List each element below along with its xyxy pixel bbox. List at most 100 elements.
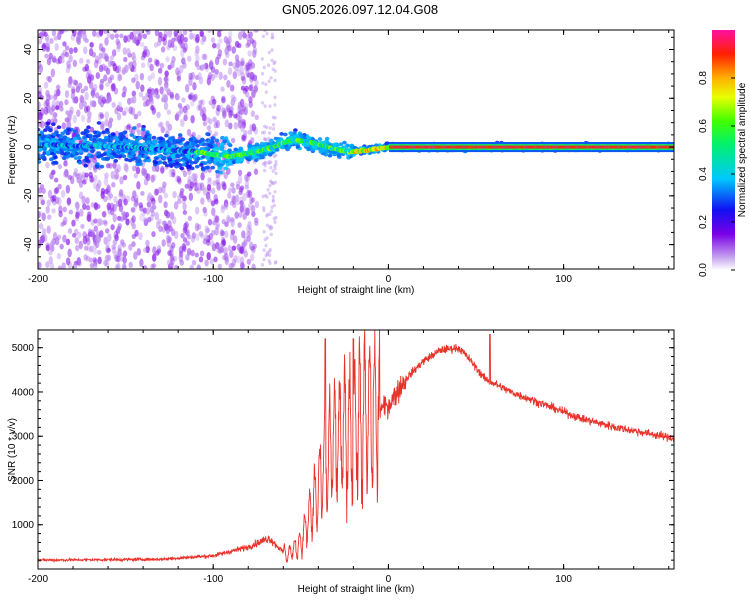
spectrogram-band-cell: [170, 144, 176, 149]
spectrogram-noise-cell: [179, 250, 184, 258]
spectrogram-noise-cell: [43, 106, 49, 116]
spectrogram-noise-cell: [107, 120, 113, 129]
spectrogram-noise-cell: [106, 247, 111, 253]
spectrogram-noise-cell: [273, 78, 277, 83]
spectrogram-ridge-cell: [393, 145, 396, 149]
spectrogram-noise-cell: [107, 59, 113, 68]
spectrogram-noise-cell: [236, 243, 241, 251]
spectrogram-noise-cell: [116, 112, 122, 121]
spectrogram-band-cell: [319, 149, 324, 154]
spectrogram-noise-cell: [122, 174, 128, 181]
spectrogram-noise-cell: [195, 233, 200, 241]
spectrogram-ridge-cell: [526, 145, 529, 149]
spectrogram-noise-cell: [100, 219, 105, 225]
spectrogram-band-cell: [283, 132, 288, 137]
spectrogram-noise-cell: [226, 214, 231, 223]
spectrogram-noise-cell: [163, 192, 169, 199]
spectrogram-ridge-cell: [425, 145, 428, 149]
spectrogram-noise-cell: [133, 35, 138, 45]
spectrogram-ridge-cell: [459, 145, 462, 149]
spectrogram-noise-cell: [262, 257, 266, 262]
spectrogram-band-cell: [176, 139, 181, 143]
spectrogram-noise-cell: [153, 58, 159, 66]
spectrogram-noise-cell: [127, 61, 133, 70]
spectrogram-ridge-cell: [553, 145, 555, 149]
spectrogram-ridge-cell: [416, 145, 419, 149]
spectrogram-ridge-cell: [469, 145, 471, 149]
spectrogram-noise-cell: [262, 168, 267, 173]
spectrogram-noise-cell: [265, 214, 269, 218]
spectrogram-band-cell: [48, 157, 54, 162]
spectrogram-noise-cell: [196, 264, 201, 269]
spectrogram-band-cell: [192, 154, 198, 159]
spectrogram-band-cell: [83, 148, 89, 152]
spectrogram-noise-cell: [239, 261, 245, 269]
spectrogram-noise-cell: [240, 134, 246, 142]
spectrogram-noise-cell: [247, 221, 252, 230]
spectrogram-noise-cell: [267, 160, 271, 164]
spectrogram-noise-cell: [237, 104, 242, 113]
spectrogram-band-cell: [38, 147, 41, 152]
spectrogram-noise-cell: [224, 202, 229, 211]
spectrogram-noise-cell: [184, 83, 190, 93]
spectrogram-noise-cell: [181, 198, 186, 205]
spectrogram-noise-cell: [265, 31, 269, 36]
spectrogram-ridge-cell: [535, 145, 538, 149]
spectrogram-noise-cell: [200, 98, 205, 106]
spectrogram-ridge-cell: [423, 145, 426, 149]
spectrogram-noise-cell: [229, 21, 233, 30]
spectrogram-ridge-cell: [518, 145, 521, 149]
spectrogram-noise-cell: [227, 67, 233, 76]
spectrogram-ridge-cell: [467, 145, 470, 149]
spectrogram-noise-cell: [249, 253, 255, 262]
spectrogram-noise-cell: [206, 125, 212, 131]
spectrogram-noise-cell: [129, 97, 134, 104]
spectrogram-noise-cell: [97, 249, 102, 255]
spectrogram-noise-cell: [229, 249, 234, 259]
spectrogram-ridge-cell: [532, 145, 534, 149]
spectrogram-noise-cell: [237, 42, 242, 49]
spectrogram-ridge-cell: [391, 145, 394, 149]
spectrogram-noise-cell: [146, 88, 152, 94]
spectrogram-noise-cell: [93, 258, 98, 267]
spectrogram-ridge-cell: [401, 145, 404, 149]
spectrogram-noise-cell: [58, 210, 63, 218]
spectrogram-noise-cell: [213, 131, 219, 137]
spectrogram-noise-cell: [134, 200, 140, 206]
spectrogram-band-cell: [142, 154, 148, 159]
spectrogram-noise-cell: [199, 30, 205, 37]
spectrogram-noise-cell: [155, 221, 161, 229]
spectrogram-noise-cell: [233, 121, 239, 130]
spectrogram-noise-cell: [189, 181, 194, 189]
spectrogram-noise-cell: [156, 40, 162, 47]
spectrogram-noise-cell: [188, 192, 194, 201]
spectrogram-band-cell: [132, 126, 137, 130]
spectrogram-noise-cell: [162, 181, 167, 188]
spectrogram-noise-cell: [51, 30, 57, 37]
spectrogram-noise-cell: [160, 126, 165, 134]
spectrogram-ridge-cell: [461, 145, 464, 149]
spectrogram-noise-cell: [121, 242, 126, 248]
spectrogram-noise-cell: [67, 228, 73, 234]
spectrogram-band-cell: [384, 141, 389, 146]
spectrogram-noise-cell: [272, 203, 276, 208]
spectrogram-ridge-cell: [513, 145, 515, 149]
spectrogram-band-cell: [138, 162, 143, 166]
spectrogram-noise-cell: [69, 106, 74, 115]
spectrogram-noise-cell: [247, 190, 253, 198]
spectrogram-ridge-cell: [419, 145, 422, 149]
spectrogram-band-cell: [125, 140, 130, 145]
spectrogram-noise-cell: [118, 204, 124, 212]
spectrogram-noise-cell: [175, 111, 181, 117]
spectrogram-noise-cell: [38, 211, 43, 217]
spectrogram-band-cell: [189, 166, 195, 171]
spectrogram-noise-cell: [270, 32, 275, 37]
spectrogram-noise-cell: [274, 159, 278, 164]
spectrogram-noise-cell: [146, 30, 151, 36]
spectrogram-noise-cell: [149, 24, 153, 29]
spectrogram-band-cell: [190, 141, 196, 146]
spectrogram-noise-cell: [114, 172, 120, 180]
spectrogram-noise-cell: [133, 251, 138, 260]
spectrogram-noise-cell: [115, 38, 120, 46]
spectrogram-band-cell: [98, 138, 103, 142]
